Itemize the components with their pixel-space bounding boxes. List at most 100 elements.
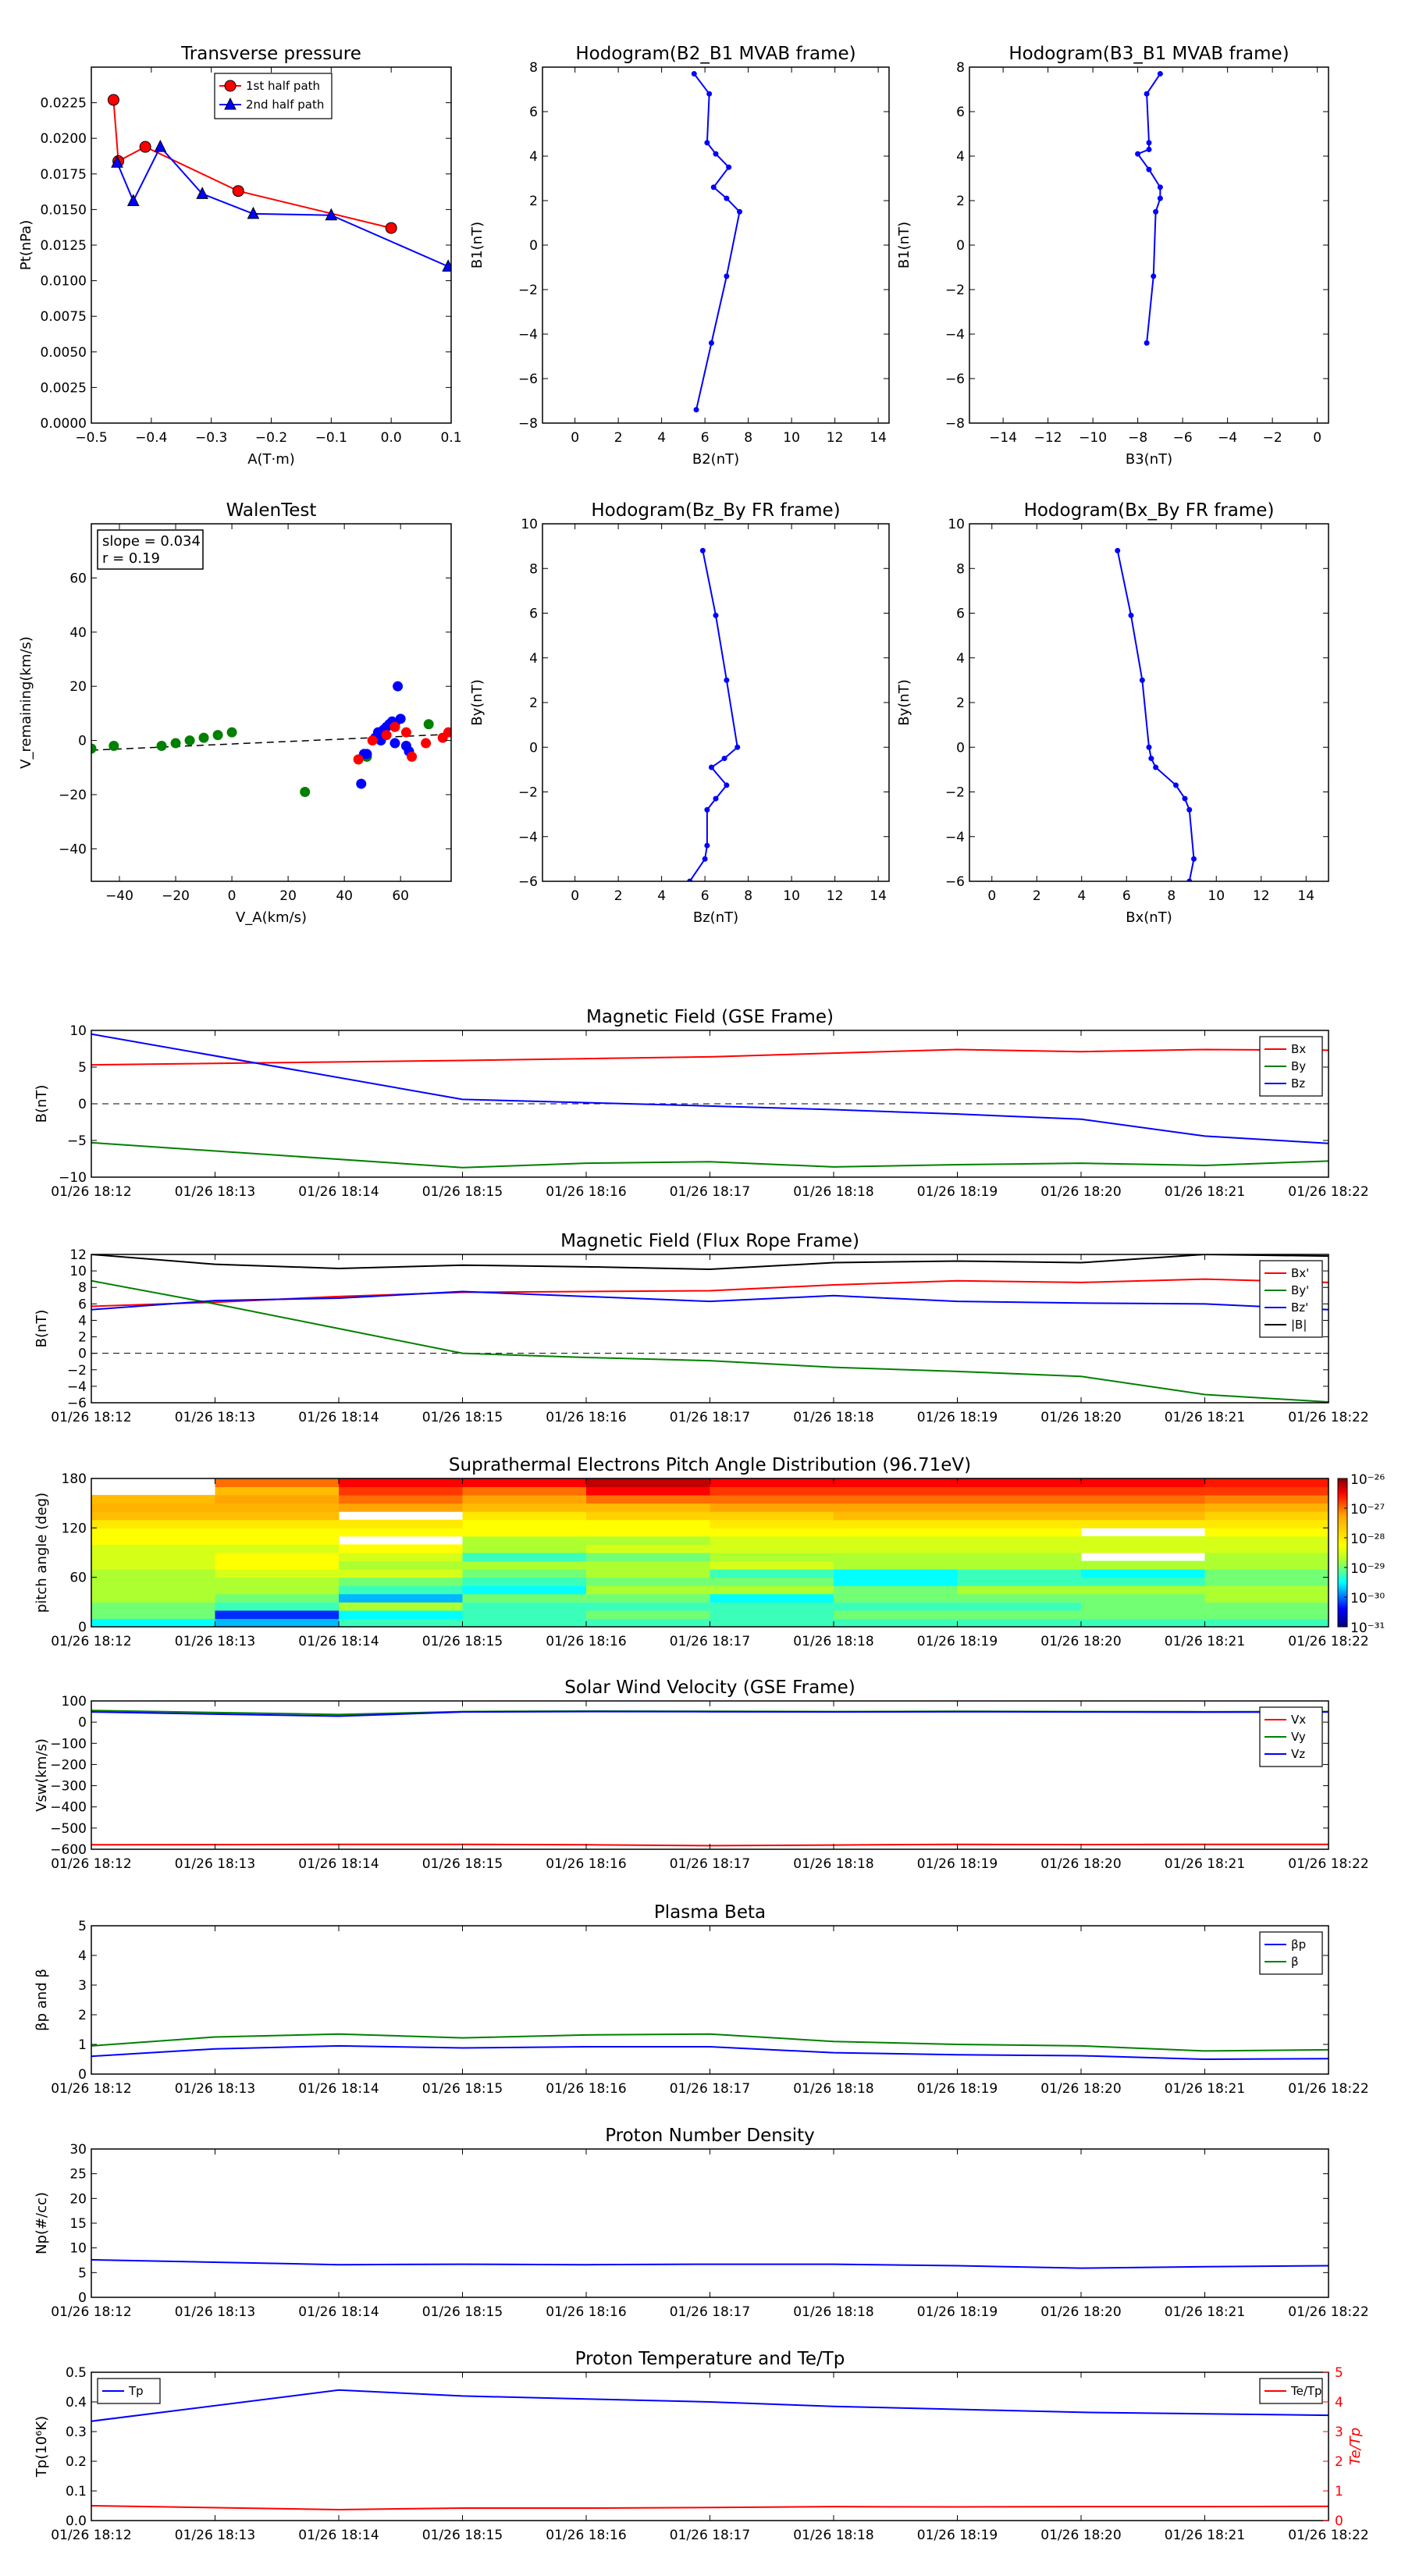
chart-title: Suprathermal Electrons Pitch Angle Distr… <box>449 1455 971 1475</box>
x-tick-label: −20 <box>162 888 190 904</box>
heatmap-cell <box>834 1585 958 1595</box>
data-point <box>687 878 693 881</box>
data-point <box>170 738 181 749</box>
x-tick-label: 10 <box>783 888 800 904</box>
heatmap-cell <box>834 1478 958 1488</box>
data-point <box>1139 677 1145 683</box>
x-tick-label: −0.3 <box>195 430 227 446</box>
chart-title: Hodogram(Bz_By FR frame) <box>591 500 840 521</box>
chart-transverse-pressure: Transverse pressure −0.5 −0.4 −0.3 −0.2 −0.1 0… <box>18 44 462 468</box>
legend-label: 1st half path <box>246 79 320 93</box>
heatmap-cell <box>1204 1618 1329 1627</box>
heatmap-cell <box>215 1478 340 1488</box>
colorbar-label: 10⁻²⁸ <box>1350 1532 1385 1547</box>
data-point <box>184 735 195 746</box>
y-tick-label: 40 <box>69 625 87 641</box>
chart-title: Magnetic Field (Flux Rope Frame) <box>560 1231 859 1251</box>
y-axis-label-right: Te/Tp <box>1347 2428 1364 2465</box>
legend-label: Bx <box>1291 1042 1306 1056</box>
data-point <box>111 155 123 168</box>
y-axis-label: B(nT) <box>34 1085 50 1123</box>
heatmap-cell <box>586 1560 710 1570</box>
heatmap-cell <box>91 1593 215 1603</box>
plot-area <box>107 94 451 272</box>
heatmap-cell <box>1081 1544 1205 1553</box>
x-tick-label: 12 <box>827 430 844 446</box>
plot-frame <box>542 523 890 882</box>
legend: 1st half path 2nd half path <box>214 73 333 119</box>
plot-area <box>1135 71 1163 346</box>
x-tick-label: 01/26 18:18 <box>793 1634 873 1649</box>
heatmap-cell <box>1081 1495 1205 1504</box>
y-tick-label: 0.0200 <box>41 131 87 147</box>
heatmap-cell <box>1081 1560 1205 1570</box>
y-tick-label: 0 <box>78 2067 87 2083</box>
y-tick-label: −2 <box>67 1363 87 1379</box>
x-tick-label: 01/26 18:15 <box>422 2528 503 2543</box>
x-tick-label: 01/26 18:14 <box>298 1410 379 1425</box>
y-tick-label: 4 <box>529 651 538 667</box>
heatmap-cell <box>462 1519 587 1528</box>
heatmap-cell <box>1081 1585 1205 1595</box>
heatmap-cell <box>215 1495 340 1504</box>
y-tick-label: 12 <box>69 1247 87 1263</box>
chart-title: Plasma Beta <box>654 1902 766 1923</box>
x-tick-label: 6 <box>701 430 710 446</box>
heatmap-cell <box>339 1610 463 1619</box>
data-point <box>1115 547 1121 553</box>
heatmap-cell <box>957 1478 1082 1488</box>
heatmap-cell <box>215 1528 340 1537</box>
y-tick-label-right: 3 <box>1335 2425 1343 2440</box>
data-point <box>423 719 434 730</box>
heatmap-cell <box>586 1618 710 1627</box>
chart-magnetic-field-fr: Magnetic Field (Flux Rope Frame) 01/26 18… <box>34 1231 1369 1425</box>
data-point <box>737 208 743 215</box>
chart-proton-density: Proton Number Density 01/26 18:12 01/26 18… <box>34 2126 1369 2320</box>
data-point <box>1144 91 1150 97</box>
chart-title: Proton Temperature and Te/Tp <box>575 2349 845 2369</box>
heatmap-cell <box>710 1585 834 1595</box>
data-point <box>704 140 710 146</box>
y-tick-label: 5 <box>78 2265 87 2281</box>
chart-title: Magnetic Field (GSE Frame) <box>586 1007 834 1027</box>
heatmap-cell <box>1081 1478 1205 1488</box>
y-tick-label: 0 <box>529 740 538 756</box>
heatmap-cell <box>1204 1519 1329 1528</box>
x-tick-label: 01/26 18:20 <box>1040 1184 1121 1200</box>
heatmap-cell <box>339 1618 463 1627</box>
plot-frame <box>91 1925 1329 2075</box>
x-tick-label: 01/26 18:13 <box>175 2081 255 2097</box>
y-tick-label-right: 1 <box>1335 2484 1343 2500</box>
y-axis-label: By(nT) <box>896 679 912 725</box>
y-tick-label: 0 <box>78 1097 87 1112</box>
x-tick-label: 01/26 18:17 <box>670 2304 750 2320</box>
heatmap-cell <box>462 1486 587 1496</box>
x-tick-label: 2 <box>614 888 623 904</box>
y-tick-label: 6 <box>78 1297 87 1312</box>
plot-frame <box>91 2148 1329 2298</box>
data-point <box>1146 744 1152 750</box>
x-tick-label: 01/26 18:18 <box>793 1856 873 1872</box>
x-tick-label: −0.4 <box>135 430 167 446</box>
heatmap-cell <box>1204 1577 1329 1586</box>
y-tick-label: 0.0000 <box>41 416 87 432</box>
x-tick-label: 01/26 18:13 <box>175 2304 255 2320</box>
x-tick-label: 01/26 18:21 <box>1165 2081 1245 2097</box>
y-tick-label: 4 <box>956 149 965 165</box>
x-tick-label: 01/26 18:19 <box>917 1856 998 1872</box>
x-tick-label: 01/26 18:17 <box>670 2528 750 2543</box>
x-tick-label: 01/26 18:15 <box>422 2304 503 2320</box>
x-tick-label: 01/26 18:17 <box>670 1184 750 1200</box>
y-tick-label: −6 <box>518 372 538 387</box>
data-point <box>1186 806 1193 813</box>
heatmap-cell <box>1204 1478 1329 1488</box>
x-tick-label: 01/26 18:19 <box>917 2081 998 2097</box>
heatmap-cell <box>339 1602 463 1611</box>
data-point <box>724 195 730 201</box>
x-tick-label: 01/26 18:20 <box>1040 2528 1121 2543</box>
y-tick-label: 10 <box>521 517 538 532</box>
x-tick-label: 01/26 18:12 <box>51 2528 131 2543</box>
heatmap-cell <box>91 1511 215 1521</box>
y-tick-label: 2 <box>78 1330 87 1346</box>
heatmap-cell <box>1204 1495 1329 1504</box>
